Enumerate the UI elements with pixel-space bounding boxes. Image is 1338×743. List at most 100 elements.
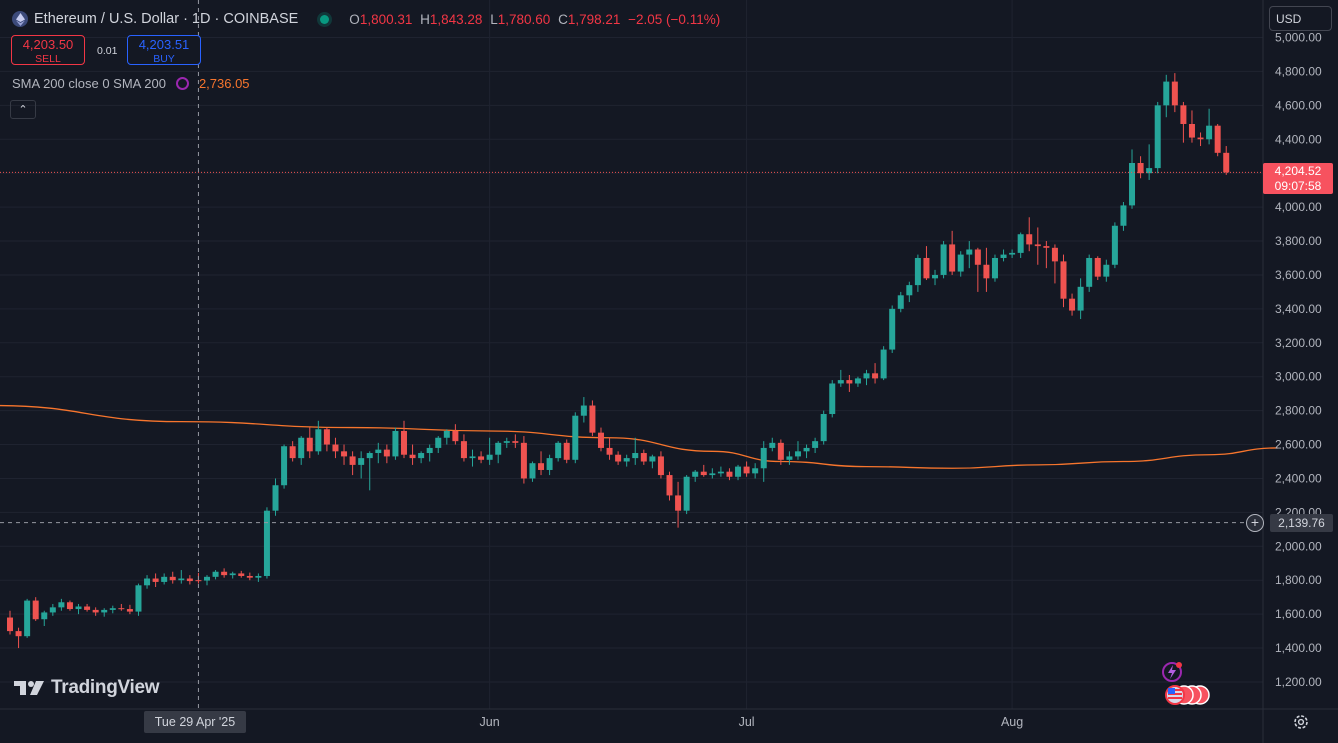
- candle: [555, 441, 562, 462]
- candle: [1171, 73, 1178, 113]
- candle-body: [512, 441, 519, 443]
- candle-body: [1129, 163, 1136, 206]
- candle-body: [863, 373, 870, 379]
- candle-body: [692, 471, 699, 477]
- candle-body: [281, 446, 288, 486]
- candle-body: [597, 432, 604, 448]
- candle-body: [640, 453, 647, 462]
- candle: [306, 427, 313, 459]
- time-axis-tick-label: Jul: [739, 715, 755, 729]
- candle-body: [486, 454, 493, 460]
- sma-indicator-label[interactable]: SMA 200 close 0 SMA 200: [12, 76, 166, 91]
- tradingview-logo-icon: [14, 681, 44, 695]
- candle: [812, 437, 819, 454]
- candle: [332, 437, 339, 459]
- add-alert-plus-icon[interactable]: +: [1246, 514, 1264, 532]
- candle-body: [298, 437, 305, 459]
- gear-icon[interactable]: [1292, 713, 1310, 731]
- buy-label: BUY: [153, 53, 175, 65]
- candle: [1137, 156, 1144, 179]
- crosshair-date-label: Tue 29 Apr '25: [144, 711, 246, 733]
- candle: [92, 607, 99, 616]
- last-price-value: 4,204.52: [1274, 164, 1322, 178]
- symbol-title[interactable]: Ethereum / U.S. Dollar · 1D · COINBASE: [34, 11, 299, 27]
- sell-button[interactable]: 4,203.50 SELL: [11, 35, 85, 65]
- candle-body: [649, 456, 656, 462]
- candle-body: [717, 471, 724, 474]
- candle-body: [991, 257, 998, 279]
- time-axis-tick-label: Aug: [1001, 715, 1023, 729]
- candle: [1206, 108, 1213, 145]
- candle-body: [289, 446, 296, 459]
- candle: [135, 583, 142, 616]
- candle-body: [520, 442, 527, 479]
- candle-body: [15, 631, 22, 637]
- price-axis-tick-label: 4,000.00: [1275, 200, 1322, 214]
- candle: [152, 573, 159, 588]
- candle-body: [606, 447, 613, 455]
- candle: [341, 444, 348, 465]
- candle-body: [1043, 246, 1050, 248]
- candle-body: [101, 609, 108, 613]
- sma-indicator-legend[interactable]: SMA 200 close 0 SMA 200 2,736.05: [12, 76, 250, 91]
- candle: [1034, 227, 1041, 265]
- candle-body: [126, 609, 133, 612]
- collapse-legend-button[interactable]: ⌃: [10, 100, 36, 119]
- candle-body: [812, 441, 819, 448]
- tradingview-logo[interactable]: TradingView: [14, 677, 160, 699]
- candle: [1009, 249, 1016, 258]
- candle: [752, 463, 759, 479]
- symbol-header[interactable]: Ethereum / U.S. Dollar · 1D · COINBASE O…: [12, 9, 720, 29]
- candle-body: [1154, 105, 1161, 169]
- candle: [1051, 244, 1058, 284]
- sma-loading-icon: [175, 77, 189, 90]
- candle: [49, 603, 56, 616]
- candle: [735, 464, 742, 481]
- ohlc-close-value: 1,798.21: [567, 11, 621, 27]
- candle-body: [24, 600, 31, 637]
- candle-body: [109, 608, 116, 610]
- candle: [281, 444, 288, 489]
- candle-body: [1111, 225, 1118, 265]
- currency-select[interactable]: USD: [1269, 6, 1332, 31]
- economic-events-flags-icon[interactable]: [1161, 684, 1211, 706]
- spread-value: 0.01: [97, 45, 118, 57]
- candle: [615, 451, 622, 465]
- price-axis-tick-label: 2,600.00: [1275, 438, 1322, 452]
- candle: [803, 444, 810, 459]
- candle-body: [563, 442, 570, 460]
- candle-body: [889, 308, 896, 350]
- candle-body: [786, 456, 793, 460]
- candle-body: [478, 456, 485, 460]
- candle-body: [760, 447, 767, 469]
- candle: [1197, 132, 1204, 147]
- candle: [212, 570, 219, 580]
- candle: [846, 375, 853, 392]
- candle-body: [469, 456, 476, 459]
- candle: [897, 291, 904, 313]
- candle-body: [418, 453, 425, 459]
- candle-body: [75, 606, 82, 610]
- tradingview-wordmark: TradingView: [51, 677, 160, 698]
- candle-body: [1146, 168, 1153, 174]
- price-axis-tick-label: 4,400.00: [1275, 132, 1322, 146]
- candle-body: [460, 441, 467, 459]
- price-axis-tick-label: 3,800.00: [1275, 234, 1322, 248]
- candle-body: [84, 606, 91, 610]
- candle: [872, 363, 879, 384]
- candle-body: [735, 466, 742, 477]
- candle-body: [212, 571, 219, 577]
- buy-button[interactable]: 4,203.51 BUY: [127, 35, 201, 65]
- ethereum-icon: [12, 11, 28, 27]
- candle-body: [306, 437, 313, 452]
- events-lightning-icon[interactable]: [1158, 660, 1186, 684]
- candle: [101, 608, 108, 617]
- candle-body: [914, 257, 921, 286]
- price-axis-tick-label: 1,600.00: [1275, 607, 1322, 621]
- candle: [546, 454, 553, 476]
- candle: [709, 468, 716, 479]
- candle: [786, 451, 793, 465]
- candle-body: [632, 453, 639, 459]
- candle: [700, 464, 707, 477]
